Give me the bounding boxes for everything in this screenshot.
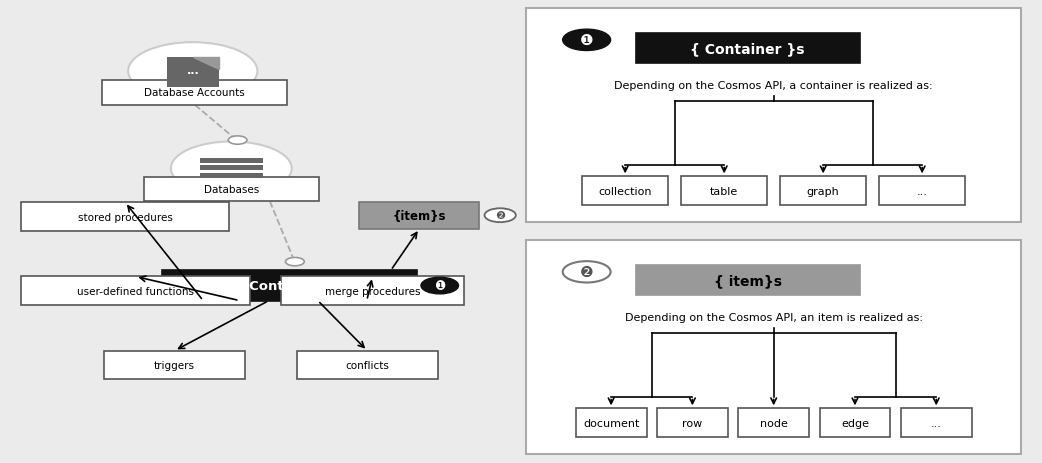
Text: ...: ... [931, 418, 942, 428]
FancyBboxPatch shape [526, 241, 1021, 454]
Text: { Container }s: { Container }s [691, 42, 804, 56]
FancyBboxPatch shape [636, 265, 860, 295]
Text: Depending on the Cosmos API, a container is realized as:: Depending on the Cosmos API, a container… [615, 81, 933, 91]
FancyBboxPatch shape [297, 351, 438, 380]
FancyBboxPatch shape [681, 177, 767, 206]
Text: { item}s: { item}s [714, 273, 782, 288]
FancyBboxPatch shape [656, 408, 727, 438]
Text: { Container }s: { Container }s [234, 279, 344, 293]
Text: stored procedures: stored procedures [77, 212, 173, 222]
Text: Depending on the Cosmos API, an item is realized as:: Depending on the Cosmos API, an item is … [625, 313, 922, 323]
Text: ❶: ❶ [579, 33, 594, 48]
Text: graph: graph [807, 187, 840, 196]
FancyBboxPatch shape [167, 58, 219, 88]
FancyBboxPatch shape [575, 408, 646, 438]
FancyBboxPatch shape [21, 203, 229, 232]
Text: ···: ··· [187, 69, 199, 79]
Text: ❶: ❶ [435, 279, 445, 293]
FancyBboxPatch shape [281, 277, 464, 306]
Circle shape [485, 209, 516, 223]
FancyBboxPatch shape [526, 9, 1021, 222]
FancyBboxPatch shape [200, 158, 263, 163]
Text: Databases: Databases [203, 185, 259, 195]
Text: ...: ... [917, 187, 927, 196]
FancyBboxPatch shape [162, 271, 417, 301]
FancyBboxPatch shape [780, 177, 866, 206]
FancyBboxPatch shape [200, 173, 263, 178]
FancyBboxPatch shape [879, 177, 965, 206]
FancyBboxPatch shape [582, 177, 668, 206]
Circle shape [563, 262, 611, 283]
Circle shape [171, 142, 292, 196]
FancyBboxPatch shape [636, 34, 860, 64]
FancyBboxPatch shape [104, 351, 245, 380]
Text: {item}s: {item}s [393, 209, 446, 222]
Text: row: row [683, 418, 702, 428]
Text: edge: edge [841, 418, 869, 428]
Circle shape [128, 43, 257, 100]
FancyBboxPatch shape [21, 277, 250, 306]
Text: document: document [582, 418, 640, 428]
Text: node: node [760, 418, 788, 428]
Circle shape [421, 277, 458, 294]
Circle shape [286, 258, 304, 266]
FancyBboxPatch shape [900, 408, 971, 438]
FancyBboxPatch shape [200, 166, 263, 171]
FancyBboxPatch shape [819, 408, 890, 438]
Text: ❷: ❷ [579, 265, 594, 280]
Text: ❷: ❷ [495, 211, 505, 221]
Circle shape [563, 30, 611, 51]
Polygon shape [193, 58, 219, 69]
Text: collection: collection [598, 187, 652, 196]
Text: table: table [710, 187, 739, 196]
Text: triggers: triggers [154, 360, 195, 370]
FancyBboxPatch shape [144, 178, 319, 202]
Text: user-defined functions: user-defined functions [77, 286, 194, 296]
FancyBboxPatch shape [738, 408, 809, 438]
Text: conflicts: conflicts [345, 360, 390, 370]
FancyBboxPatch shape [359, 202, 479, 229]
Text: Database Accounts: Database Accounts [144, 88, 245, 98]
Text: merge procedures: merge procedures [325, 286, 420, 296]
Circle shape [228, 137, 247, 145]
FancyBboxPatch shape [102, 81, 287, 106]
